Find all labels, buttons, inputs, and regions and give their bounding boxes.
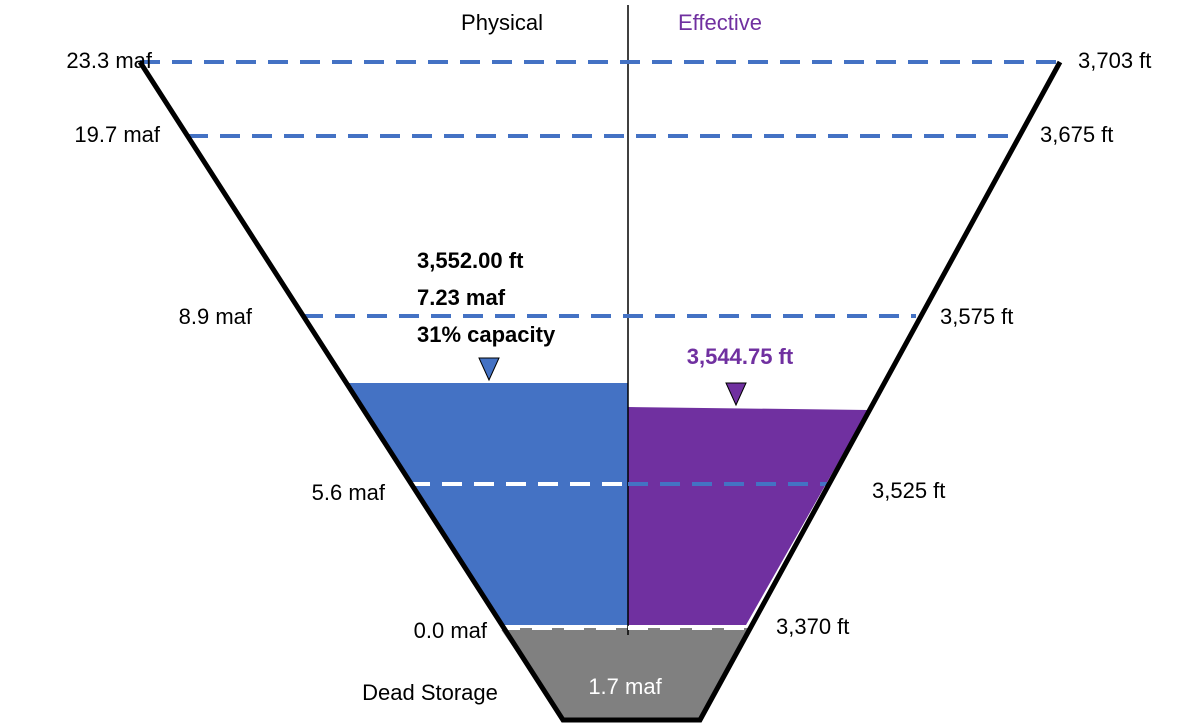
storage-label: 0.0 maf	[414, 618, 488, 643]
effective-elevation: 3,544.75 ft	[687, 344, 794, 369]
elevation-label: 3,525 ft	[872, 478, 945, 503]
elevation-label: 3,675 ft	[1040, 122, 1113, 147]
storage-label: 8.9 maf	[179, 304, 253, 329]
dead-storage-value: 1.7 maf	[588, 674, 662, 699]
storage-label: 23.3 maf	[66, 48, 152, 73]
effective-marker	[725, 382, 747, 407]
header-label: Physical	[461, 10, 543, 35]
storage-label: 5.6 maf	[312, 480, 386, 505]
elevation-label: 3,370 ft	[776, 614, 849, 639]
elevation-label: 3,703 ft	[1078, 48, 1151, 73]
effective-fill	[628, 407, 868, 625]
physical-elevation: 3,552.00 ft	[417, 248, 524, 273]
dead-storage-label: Dead Storage	[362, 680, 498, 705]
physical-storage: 7.23 maf	[417, 285, 506, 310]
physical-fill	[348, 383, 628, 625]
physical-capacity: 31% capacity	[417, 322, 556, 347]
storage-label: 19.7 maf	[74, 122, 160, 147]
reservoir-outline	[137, 60, 1063, 723]
elevation-label: 3,575 ft	[940, 304, 1013, 329]
physical-marker	[478, 357, 500, 382]
header-label: Effective	[678, 10, 762, 35]
dead-storage-fill	[500, 628, 748, 720]
